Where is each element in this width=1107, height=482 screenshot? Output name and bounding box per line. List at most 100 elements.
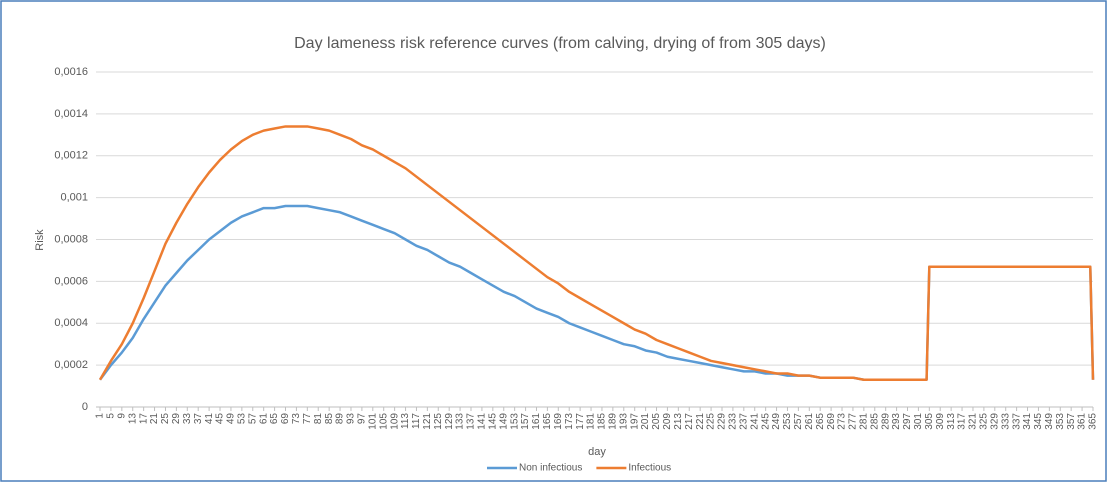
x-tick-label: 253 — [782, 413, 793, 430]
x-tick-label: 1 — [95, 413, 106, 419]
y-tick-label: 0,0012 — [54, 150, 88, 162]
y-tick-label: 0,0006 — [54, 275, 88, 287]
x-axis-label: day — [588, 446, 606, 458]
x-tick-label: 229 — [717, 413, 728, 430]
x-tick-label: 233 — [728, 413, 739, 430]
x-tick-label: 45 — [215, 413, 226, 425]
x-tick-label: 185 — [597, 413, 608, 430]
x-tick-label: 161 — [531, 413, 542, 430]
x-tick-label: 169 — [553, 413, 564, 430]
x-tick-label: 129 — [444, 413, 455, 430]
x-tick-label: 273 — [837, 413, 848, 430]
x-tick-label: 113 — [400, 413, 411, 429]
x-tick-label: 309 — [935, 413, 946, 430]
x-tick-label: 137 — [466, 413, 477, 430]
x-tick-label: 145 — [487, 413, 498, 430]
x-tick-label: 65 — [269, 413, 280, 425]
x-tick-label: 221 — [695, 413, 706, 430]
x-tick-label: 297 — [902, 413, 913, 430]
x-tick-label: 301 — [913, 413, 924, 430]
x-tick-label: 261 — [804, 413, 815, 430]
x-tick-label: 277 — [848, 413, 859, 430]
x-tick-label: 141 — [477, 413, 488, 430]
x-tick-label: 205 — [651, 413, 662, 430]
x-tick-label: 333 — [1000, 413, 1011, 430]
x-tick-label: 101 — [367, 413, 378, 430]
x-tick-label: 157 — [520, 413, 531, 430]
x-tick-label: 245 — [760, 413, 771, 430]
x-tick-label: 93 — [346, 413, 357, 425]
x-tick-label: 353 — [1055, 413, 1066, 430]
x-tick-label: 105 — [378, 413, 389, 430]
x-tick-label: 69 — [280, 413, 291, 425]
x-tick-label: 325 — [979, 413, 990, 430]
legend-label: Non infectious — [519, 463, 582, 474]
x-tick-label: 189 — [608, 413, 619, 430]
x-tick-label: 9 — [116, 413, 127, 419]
x-tick-label: 61 — [258, 413, 269, 425]
x-tick-label: 89 — [335, 413, 346, 425]
x-tick-label: 173 — [564, 413, 575, 430]
x-tick-label: 5 — [106, 413, 117, 419]
x-tick-label: 149 — [498, 413, 509, 430]
x-tick-label: 133 — [455, 413, 466, 430]
x-tick-label: 237 — [738, 413, 749, 430]
x-tick-label: 125 — [433, 413, 444, 430]
x-tick-label: 293 — [891, 413, 902, 430]
x-tick-label: 209 — [662, 413, 673, 430]
x-tick-label: 177 — [575, 413, 586, 430]
x-tick-label: 241 — [749, 413, 760, 430]
legend-label: Infectious — [628, 463, 671, 474]
x-tick-label: 361 — [1077, 413, 1088, 430]
x-tick-label: 13 — [127, 413, 138, 425]
x-tick-label: 329 — [989, 413, 1000, 430]
x-tick-label: 25 — [160, 413, 171, 425]
chart-title: Day lameness risk reference curves (from… — [294, 35, 826, 52]
x-tick-label: 97 — [357, 413, 368, 425]
x-tick-label: 21 — [149, 413, 160, 425]
x-tick-label: 289 — [880, 413, 891, 430]
x-tick-label: 17 — [138, 413, 149, 425]
x-tick-label: 341 — [1022, 413, 1033, 430]
x-tick-label: 257 — [793, 413, 804, 430]
x-tick-label: 337 — [1011, 413, 1022, 430]
x-tick-label: 357 — [1066, 413, 1077, 430]
x-tick-label: 225 — [706, 413, 717, 430]
x-tick-label: 49 — [226, 413, 237, 425]
x-tick-label: 285 — [869, 413, 880, 430]
x-tick-label: 345 — [1033, 413, 1044, 430]
x-tick-label: 57 — [247, 413, 258, 425]
x-tick-label: 197 — [629, 413, 640, 430]
x-tick-label: 217 — [684, 413, 695, 430]
x-tick-label: 77 — [302, 413, 313, 425]
x-tick-label: 365 — [1088, 413, 1099, 430]
x-tick-label: 265 — [815, 413, 826, 430]
x-tick-label: 305 — [924, 413, 935, 430]
x-tick-label: 153 — [509, 413, 520, 430]
y-tick-label: 0,0014 — [54, 108, 88, 120]
x-tick-label: 37 — [193, 413, 204, 425]
y-tick-label: 0,001 — [60, 192, 88, 204]
x-tick-label: 281 — [858, 413, 869, 430]
y-tick-label: 0,0002 — [54, 359, 88, 371]
x-tick-label: 349 — [1044, 413, 1055, 430]
x-tick-label: 165 — [542, 413, 553, 430]
x-tick-label: 81 — [313, 413, 324, 425]
series-line — [98, 125, 1095, 382]
y-tick-label: 0 — [82, 401, 88, 413]
x-tick-label: 181 — [586, 413, 597, 430]
x-tick-label: 41 — [204, 413, 215, 425]
x-tick-label: 117 — [411, 413, 422, 429]
y-tick-label: 0,0008 — [54, 233, 88, 245]
y-tick-label: 0,0004 — [54, 317, 88, 329]
y-axis-label: Risk — [34, 229, 46, 251]
x-tick-label: 317 — [957, 413, 968, 430]
x-tick-label: 213 — [673, 413, 684, 430]
x-tick-label: 269 — [826, 413, 837, 430]
x-tick-label: 73 — [291, 413, 302, 425]
x-tick-label: 249 — [771, 413, 782, 430]
x-tick-label: 321 — [968, 413, 979, 430]
y-tick-label: 0,0016 — [54, 66, 88, 78]
